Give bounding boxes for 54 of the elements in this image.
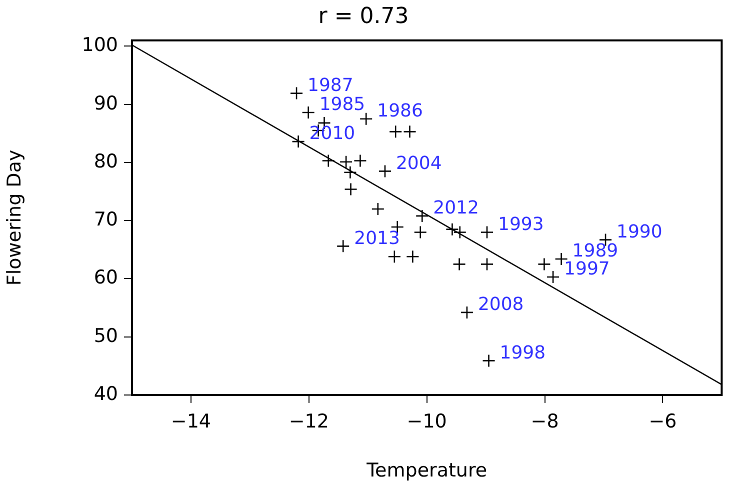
annotation: 1987 <box>308 74 354 96</box>
y-tick-label: 40 <box>94 382 118 405</box>
annotation: 2008 <box>478 294 524 316</box>
point <box>359 112 373 126</box>
point <box>482 354 496 368</box>
y-tick-label: 70 <box>94 208 118 231</box>
point <box>322 154 336 168</box>
x-tick-label: −10 <box>406 410 447 432</box>
point <box>290 86 304 100</box>
point <box>446 222 459 236</box>
y-tick-label: 50 <box>94 324 118 347</box>
annotation: 1998 <box>500 342 546 364</box>
chart-title: r = 0.73 <box>318 4 409 29</box>
point <box>406 250 420 264</box>
point <box>452 258 466 271</box>
x-tick-label: −8 <box>530 410 559 432</box>
annotation: 2004 <box>396 152 442 174</box>
point <box>336 240 350 253</box>
point <box>302 106 315 120</box>
point <box>414 226 428 239</box>
point <box>371 202 385 216</box>
x-tick-label: −14 <box>170 410 212 432</box>
point <box>403 125 416 138</box>
annotation: 2012 <box>433 198 479 219</box>
y-tick-label: 80 <box>94 150 118 172</box>
point <box>344 182 358 196</box>
point <box>292 134 305 148</box>
point <box>388 125 402 138</box>
point <box>388 250 402 264</box>
annotation: 2010 <box>309 123 356 144</box>
point <box>415 209 429 223</box>
y-axis-title: Flowering Day <box>3 150 26 286</box>
y-tick-label: 60 <box>94 266 118 289</box>
point <box>339 155 353 169</box>
point <box>344 166 357 180</box>
annotation: 1986 <box>377 100 423 122</box>
x-tick-label: −6 <box>648 410 677 432</box>
x-tick-label: −12 <box>288 410 329 432</box>
point <box>480 226 494 239</box>
point <box>554 252 568 266</box>
y-tick-label: 100 <box>82 34 118 56</box>
annotation: 1985 <box>319 94 366 116</box>
point <box>354 154 367 168</box>
point <box>480 258 494 271</box>
point <box>460 306 474 320</box>
y-tick-label: 90 <box>94 92 118 114</box>
point <box>378 164 392 178</box>
point <box>453 226 467 239</box>
annotation: 1990 <box>616 221 662 242</box>
annotation: 2013 <box>354 228 400 249</box>
annotation: 1993 <box>498 214 544 235</box>
point <box>546 270 560 284</box>
point <box>538 258 551 271</box>
x-axis-title: Temperature <box>366 460 488 482</box>
